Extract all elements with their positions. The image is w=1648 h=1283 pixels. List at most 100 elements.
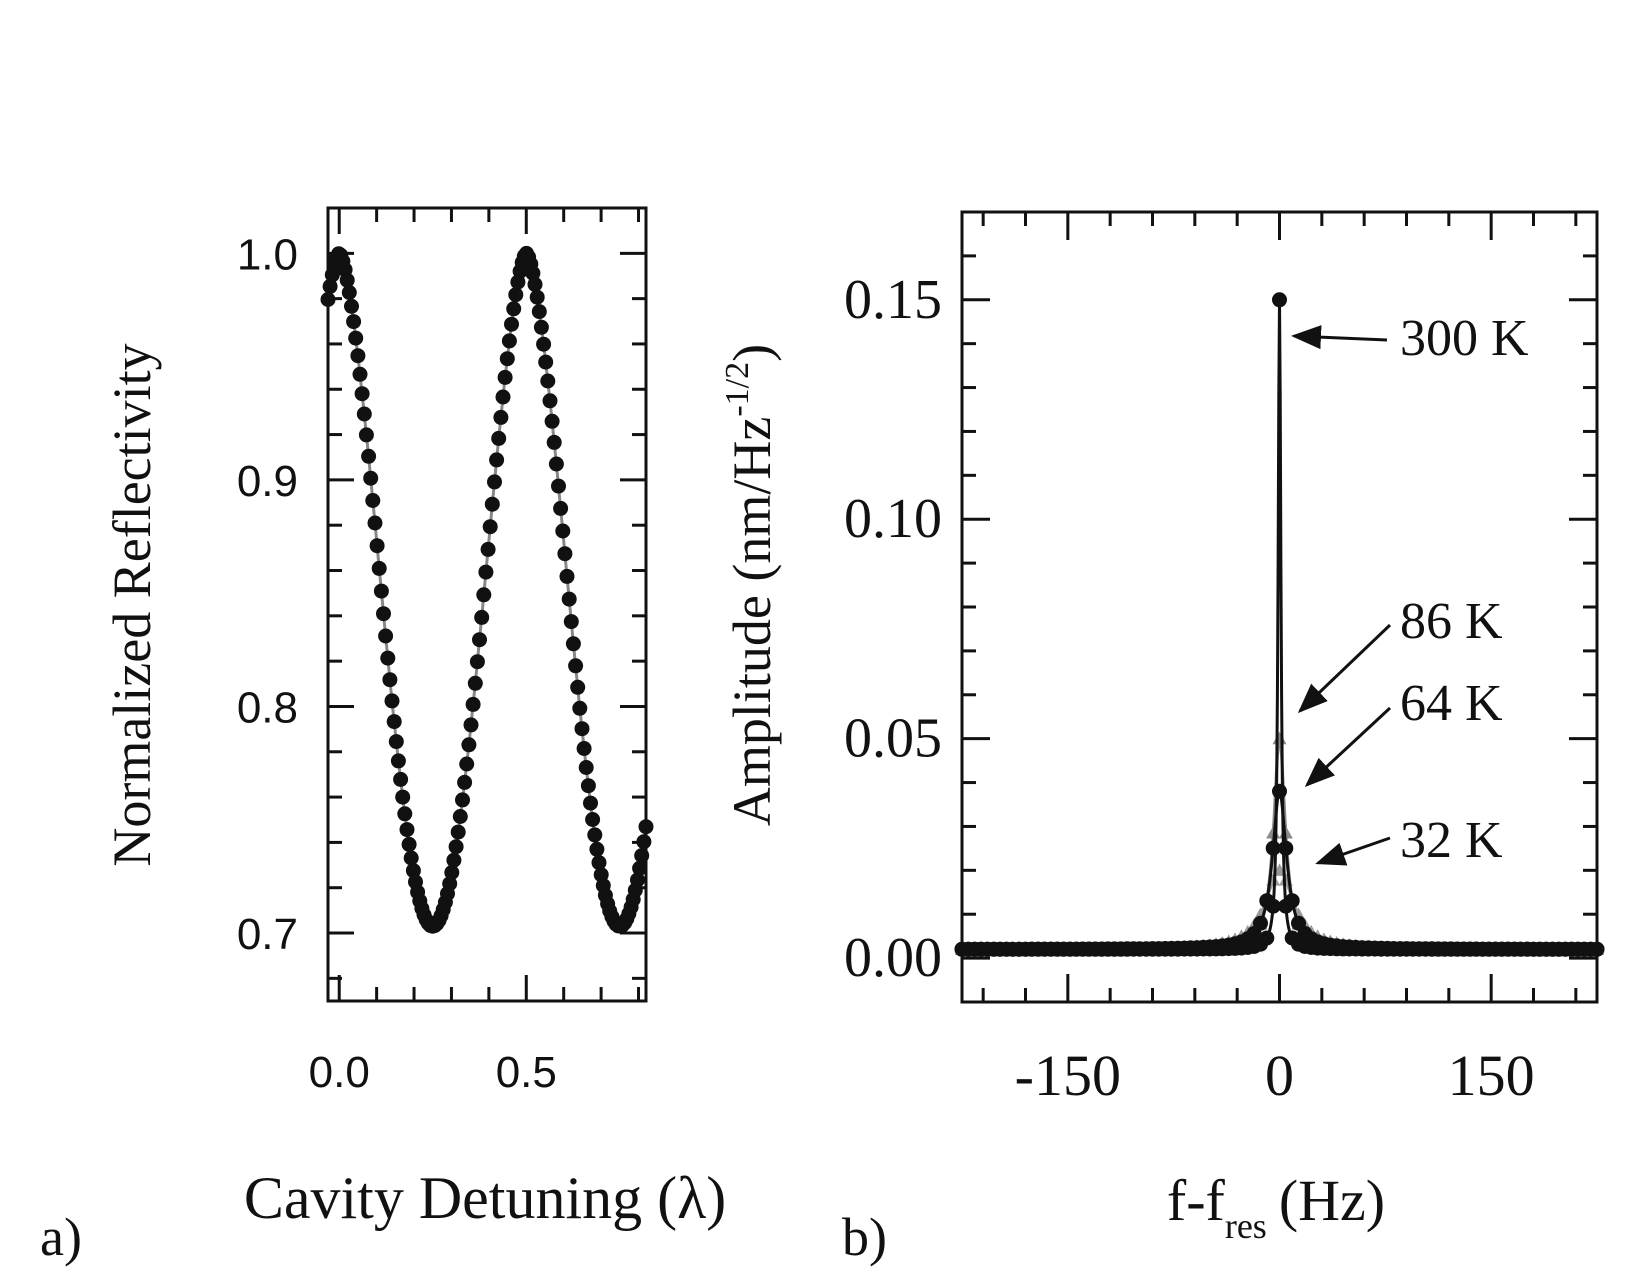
panel-a-data-point <box>504 316 519 332</box>
panel-b-x-axis-label: f-fres (Hz) <box>1167 1168 1385 1246</box>
panel-a-data-point <box>467 675 483 691</box>
panel-a-data-point <box>482 519 498 535</box>
panel-b-annotation-arrow <box>1315 836 1391 866</box>
panel-a-data-point <box>536 336 552 352</box>
panel-a-frame <box>326 206 648 1003</box>
panel-a-data-point <box>399 822 415 838</box>
panel-a-data-point <box>484 496 500 512</box>
panel-a-data-point <box>393 771 409 787</box>
panel-a-data-point <box>380 650 396 666</box>
panel-a-data-point <box>540 373 556 389</box>
panel-a-data-point <box>341 285 357 300</box>
panel-a-data-point <box>390 753 406 769</box>
panel-a-data-point <box>568 658 584 674</box>
panel-a-data-point <box>489 452 505 468</box>
panel-a-data-point <box>446 852 462 868</box>
panel-a-data-point <box>452 809 468 824</box>
panel-a-data-point <box>493 409 509 425</box>
panel-b-data-point <box>1272 292 1287 308</box>
panel-a-data-point <box>499 351 515 367</box>
panel-a-x-axis-label: Cavity Detuning (λ) <box>244 1165 726 1231</box>
panel-a-data-point <box>469 654 485 670</box>
panel-a-data-point <box>459 756 475 772</box>
panel-a-data-point <box>448 839 464 855</box>
panel-b-data-point <box>1272 731 1287 745</box>
panel-a-data-point <box>373 583 389 599</box>
panel-b-annotation-label: 64 K <box>1400 675 1503 732</box>
panel-a-data-point <box>339 272 355 288</box>
panel-b-annotation-arrow <box>1304 706 1392 788</box>
panel-a-data-point <box>363 470 379 486</box>
panel-b-annotation-label: 32 K <box>1400 812 1503 869</box>
panel-a-data-point <box>501 333 517 349</box>
panel-a-data-point <box>563 614 579 630</box>
panel-b-y-tick-label: 0.05 <box>844 708 942 770</box>
panel-b-series <box>954 292 1605 957</box>
panel-a-data-point <box>365 493 381 508</box>
panel-a-series <box>320 245 654 934</box>
panel-a-data-point <box>591 855 607 871</box>
panel-a-data-point <box>455 792 470 808</box>
panel-a-data-point <box>525 265 541 281</box>
panel-a-data-point <box>546 434 562 450</box>
panel-a-data-point <box>358 427 374 443</box>
panel-a-data-point <box>376 606 391 622</box>
panel-b-annotation-label: 300 K <box>1400 310 1529 367</box>
panel-b-data-point <box>1253 915 1268 931</box>
panel-a-data-point <box>369 538 385 554</box>
panel-a-data-point <box>559 568 575 584</box>
panel-a-data-point <box>397 806 413 822</box>
panel-b-amplitude-plot: 0.00 0.05 0.10 0.15 -150 0 150 300 K 86 K 64 K 32… <box>719 210 1605 1267</box>
panel-a-label: a) <box>40 1207 82 1267</box>
panel-b-series-300k <box>954 292 1605 957</box>
panel-b-annotations: 300 K 86 K 64 K 32 K <box>1291 310 1529 869</box>
panel-a-data-point <box>367 515 383 531</box>
panel-a-data-point <box>442 876 458 892</box>
panel-a-data-point <box>371 560 387 576</box>
panel-a-data-point <box>495 389 511 405</box>
panel-a-data-point <box>487 474 502 490</box>
panel-a-x-tick-label: 0.5 <box>496 1048 557 1097</box>
panel-a-data-point <box>529 289 545 305</box>
panel-a-data-point <box>572 700 588 716</box>
panel-a-data-point <box>544 413 560 429</box>
panel-a-data-point <box>527 276 543 292</box>
panel-a-data-point <box>561 591 577 607</box>
panel-a-y-tick-label: 0.9 <box>237 457 298 506</box>
panel-a-data-point <box>553 500 569 516</box>
panel-a-data-point <box>361 448 377 464</box>
panel-a-data-point <box>476 587 492 603</box>
panel-a-y-tick-label: 0.7 <box>237 910 298 959</box>
panel-a-data-point <box>555 523 571 539</box>
panel-b-x-tick-label: 0 <box>1265 1043 1294 1108</box>
panel-a-data-point <box>587 827 603 843</box>
panel-a-data-point <box>508 287 524 303</box>
panel-a-data-point <box>346 314 362 330</box>
panel-a-data-point <box>506 301 522 317</box>
panel-a-data-point <box>576 741 592 756</box>
panel-a-ticks <box>328 206 646 1001</box>
panel-a-data-point <box>557 546 573 562</box>
panel-b-label: b) <box>842 1207 887 1267</box>
panel-a-data-point <box>405 863 421 879</box>
panel-a-data-point <box>386 714 402 730</box>
panel-b-y-tick-label: 0.15 <box>844 269 942 331</box>
panel-a-y-tick-label: 0.8 <box>237 683 298 732</box>
panel-a-y-axis-label: Normalized Reflectivity <box>102 343 162 866</box>
panel-b-data-point <box>1278 840 1294 856</box>
panel-a-data-point <box>348 330 364 346</box>
panel-a-reflectivity-plot: 0.7 0.8 0.9 1.0 0.0 0.5 Normalized Reflectivi… <box>40 206 726 1267</box>
panel-a-data-point <box>344 298 359 314</box>
panel-a-data-point <box>632 860 648 876</box>
panel-a-data-point <box>382 672 398 688</box>
panel-a-data-point <box>548 456 564 472</box>
panel-b-x-tick-label: 150 <box>1448 1043 1535 1108</box>
panel-a-data-point <box>474 609 490 625</box>
panel-a-data-point <box>354 386 370 402</box>
panel-a-data-point <box>636 834 652 850</box>
panel-a-data-point <box>578 760 594 775</box>
panel-a-data-point <box>538 354 554 370</box>
panel-a-tick-labels: 0.7 0.8 0.9 1.0 0.0 0.5 <box>237 230 557 1097</box>
panel-b-data-point <box>1278 898 1294 914</box>
